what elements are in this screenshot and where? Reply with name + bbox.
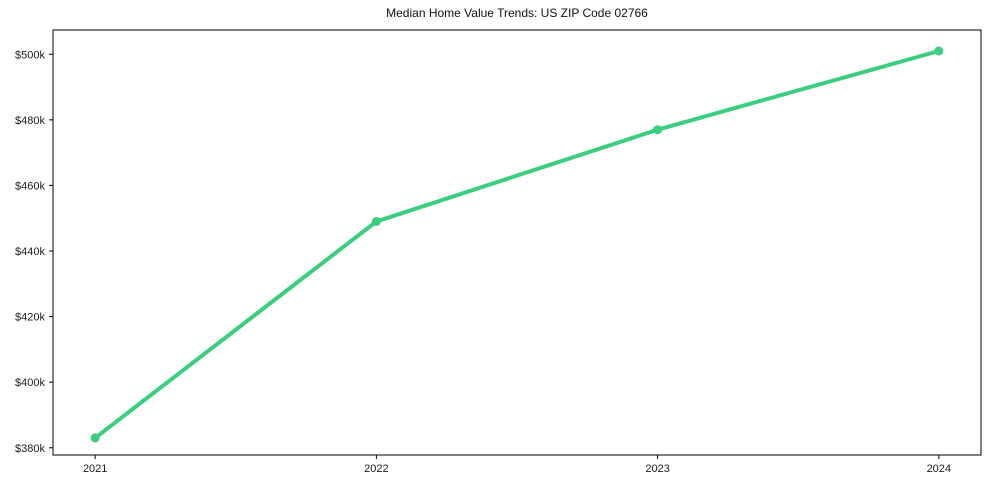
y-tick-label: $400k bbox=[15, 377, 45, 389]
chart-title: Median Home Value Trends: US ZIP Code 02… bbox=[386, 6, 648, 20]
y-tick-label: $420k bbox=[15, 312, 45, 324]
data-point-marker bbox=[371, 217, 381, 226]
data-point-marker bbox=[653, 125, 663, 135]
data-point-marker bbox=[90, 433, 100, 443]
y-tick-label: $480k bbox=[15, 115, 45, 127]
y-tick-label: $500k bbox=[15, 49, 45, 61]
y-tick-label: $440k bbox=[15, 246, 45, 258]
x-tick-label: 2022 bbox=[364, 463, 388, 475]
trend-line bbox=[93, 49, 941, 440]
x-tick-label: 2023 bbox=[645, 463, 669, 475]
data-point-marker bbox=[934, 46, 944, 56]
plot-border bbox=[52, 29, 982, 456]
x-tick-label: 2024 bbox=[927, 463, 951, 475]
y-tick-label: $380k bbox=[15, 443, 45, 455]
x-tick-label: 2021 bbox=[83, 463, 107, 475]
y-tick-label: $460k bbox=[15, 180, 45, 192]
